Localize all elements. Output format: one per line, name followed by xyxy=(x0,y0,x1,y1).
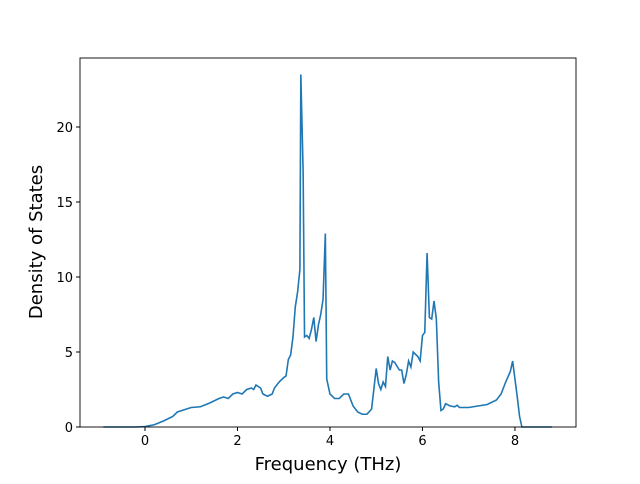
x-tick-label: 8 xyxy=(511,434,519,449)
dos-line xyxy=(103,74,552,428)
y-tick-label: 5 xyxy=(65,346,73,361)
y-axis-label: Density of States xyxy=(26,165,47,319)
plot-frame xyxy=(79,57,577,428)
y-tick-label: 0 xyxy=(65,421,73,436)
x-tick-label: 2 xyxy=(233,434,241,449)
x-tick-label: 0 xyxy=(141,434,149,449)
y-tick-label: 15 xyxy=(56,196,73,211)
x-axis-label: Frequency (THz) xyxy=(255,454,402,475)
x-tick-label: 6 xyxy=(418,434,426,449)
x-tick-label: 4 xyxy=(326,434,334,449)
y-tick-label: 20 xyxy=(56,121,73,136)
y-tick-label: 10 xyxy=(56,271,73,286)
